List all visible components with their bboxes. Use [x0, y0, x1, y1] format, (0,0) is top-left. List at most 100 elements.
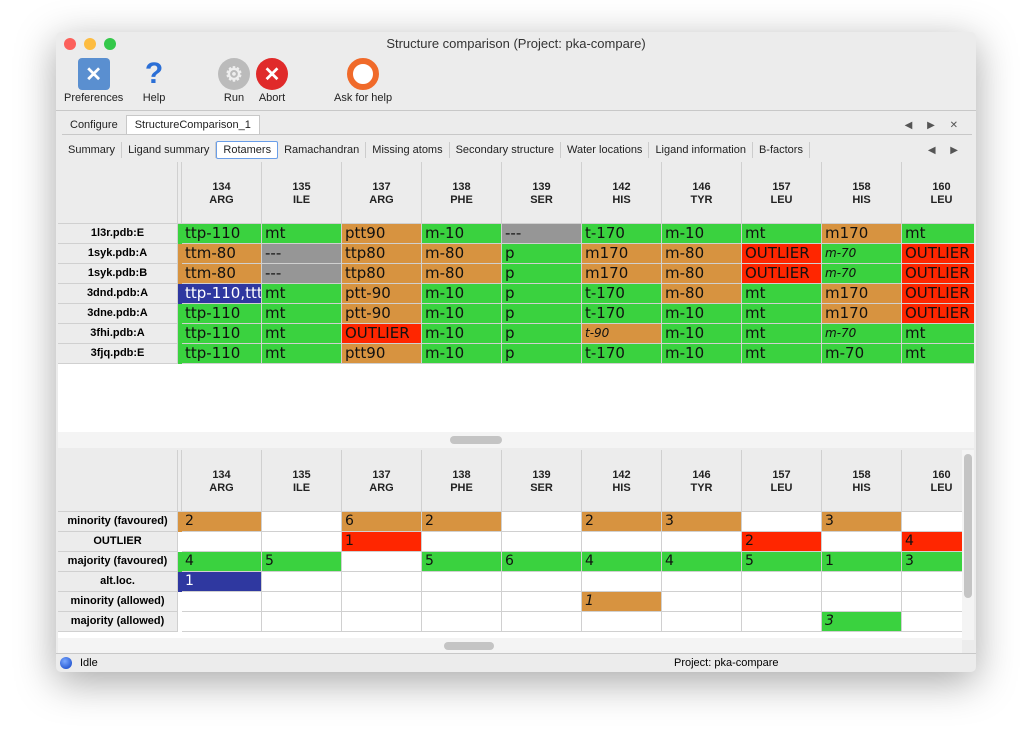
- table-cell[interactable]: 6: [502, 552, 582, 572]
- table-cell[interactable]: mt: [262, 344, 342, 364]
- table-cell[interactable]: [662, 572, 742, 592]
- table-cell[interactable]: 2: [742, 532, 822, 552]
- table-cell[interactable]: 6: [342, 512, 422, 532]
- column-header[interactable]: 135 ILE: [262, 162, 342, 224]
- table-cell[interactable]: ptt-90: [342, 304, 422, 324]
- table-cell[interactable]: ptt90: [342, 224, 422, 244]
- table-cell[interactable]: m-70: [822, 344, 902, 364]
- table-cell[interactable]: 3: [662, 512, 742, 532]
- table-cell[interactable]: ttp80: [342, 244, 422, 264]
- preferences-button[interactable]: ✕ Preferences: [64, 58, 123, 104]
- table-cell[interactable]: [822, 532, 902, 552]
- table-cell[interactable]: m-70: [822, 264, 902, 284]
- table-cell[interactable]: [262, 532, 342, 552]
- table-cell[interactable]: OUTLIER: [742, 244, 822, 264]
- table-cell[interactable]: OUTLIER: [902, 244, 974, 264]
- table-cell[interactable]: ttp-110: [182, 224, 262, 244]
- table-cell[interactable]: [262, 612, 342, 632]
- table-cell[interactable]: mt: [742, 344, 822, 364]
- table-cell[interactable]: 1: [342, 532, 422, 552]
- table-cell[interactable]: m-10: [662, 324, 742, 344]
- table-cell[interactable]: ttp-110: [182, 324, 262, 344]
- table-cell[interactable]: [422, 572, 502, 592]
- table-cell[interactable]: m-10: [422, 284, 502, 304]
- table-cell[interactable]: 1: [582, 592, 662, 612]
- subtab-ligand-information[interactable]: Ligand information: [649, 142, 753, 158]
- table-cell[interactable]: 1: [822, 552, 902, 572]
- table-cell[interactable]: [662, 532, 742, 552]
- table-cell[interactable]: 2: [182, 512, 262, 532]
- tab-structure-comparison[interactable]: StructureComparison_1: [125, 115, 260, 134]
- table-cell[interactable]: p: [502, 324, 582, 344]
- column-header[interactable]: 146 TYR: [662, 162, 742, 224]
- table-cell[interactable]: ---: [262, 264, 342, 284]
- table-cell[interactable]: p: [502, 344, 582, 364]
- table-cell[interactable]: ---: [262, 244, 342, 264]
- column-header[interactable]: 138 PHE: [422, 162, 502, 224]
- subtab-b-factors[interactable]: B-factors: [753, 142, 810, 158]
- table-cell[interactable]: m-10: [422, 324, 502, 344]
- table-cell[interactable]: m-80: [662, 244, 742, 264]
- table-cell[interactable]: [742, 612, 822, 632]
- table-cell[interactable]: t-170: [582, 304, 662, 324]
- table-cell[interactable]: 3: [902, 552, 962, 572]
- subtab-summary[interactable]: Summary: [62, 142, 123, 158]
- table-cell[interactable]: ptt90: [342, 344, 422, 364]
- table-cell[interactable]: [502, 572, 582, 592]
- subtab-water-locations[interactable]: Water locations: [561, 142, 650, 158]
- abort-button[interactable]: ✕ Abort: [256, 58, 288, 104]
- table-cell[interactable]: 1: [182, 572, 262, 592]
- run-button[interactable]: ⚙ Run: [218, 58, 250, 104]
- table-cell[interactable]: mt: [902, 324, 974, 344]
- scroll-thumb[interactable]: [450, 436, 502, 444]
- table-cell[interactable]: m170: [822, 304, 902, 324]
- table-cell[interactable]: OUTLIER: [902, 264, 974, 284]
- column-header[interactable]: 134 ARG: [182, 162, 262, 224]
- table-cell[interactable]: p: [502, 304, 582, 324]
- table-cell[interactable]: p: [502, 264, 582, 284]
- column-header[interactable]: 134 ARG: [182, 450, 262, 512]
- column-header[interactable]: 146 TYR: [662, 450, 742, 512]
- column-header[interactable]: 137 ARG: [342, 450, 422, 512]
- table-cell[interactable]: [502, 532, 582, 552]
- table-cell[interactable]: [342, 612, 422, 632]
- column-header[interactable]: 142 HIS: [582, 450, 662, 512]
- table-cell[interactable]: [342, 572, 422, 592]
- column-header[interactable]: 135 ILE: [262, 450, 342, 512]
- table-cell[interactable]: [742, 572, 822, 592]
- column-header[interactable]: 158 HIS: [822, 162, 902, 224]
- table-cell[interactable]: [582, 532, 662, 552]
- column-header[interactable]: 157 LEU: [742, 450, 822, 512]
- table-cell[interactable]: [742, 592, 822, 612]
- column-header[interactable]: 160 LEU: [902, 162, 974, 224]
- table-cell[interactable]: 5: [262, 552, 342, 572]
- column-header[interactable]: 160 LEU: [902, 450, 962, 512]
- table-cell[interactable]: m170: [582, 264, 662, 284]
- table-cell[interactable]: mt: [262, 304, 342, 324]
- table-cell[interactable]: 4: [182, 552, 262, 572]
- table-cell[interactable]: ttm-80: [182, 264, 262, 284]
- table-cell[interactable]: [422, 592, 502, 612]
- table-cell[interactable]: ttp-110: [182, 344, 262, 364]
- close-window-button[interactable]: [64, 38, 76, 50]
- scroll-thumb[interactable]: [444, 642, 494, 650]
- subtab-ramachandran[interactable]: Ramachandran: [278, 142, 367, 158]
- table-cell[interactable]: t-90: [582, 324, 662, 344]
- table-cell[interactable]: OUTLIER: [902, 304, 974, 324]
- table-cell[interactable]: OUTLIER: [742, 264, 822, 284]
- table-cell[interactable]: [422, 532, 502, 552]
- top-horizontal-scrollbar[interactable]: [58, 432, 974, 448]
- table-cell[interactable]: m-10: [422, 344, 502, 364]
- table-cell[interactable]: [902, 612, 962, 632]
- table-cell[interactable]: m-80: [422, 244, 502, 264]
- table-cell[interactable]: OUTLIER: [342, 324, 422, 344]
- subtab-ligand-summary[interactable]: Ligand summary: [122, 142, 217, 158]
- table-cell[interactable]: [662, 612, 742, 632]
- table-cell[interactable]: m170: [822, 224, 902, 244]
- scroll-thumb[interactable]: [964, 454, 972, 598]
- table-cell[interactable]: m-70: [822, 244, 902, 264]
- column-header[interactable]: 142 HIS: [582, 162, 662, 224]
- tab-configure[interactable]: Configure: [70, 119, 118, 131]
- table-cell[interactable]: m-10: [422, 224, 502, 244]
- table-cell[interactable]: [902, 572, 962, 592]
